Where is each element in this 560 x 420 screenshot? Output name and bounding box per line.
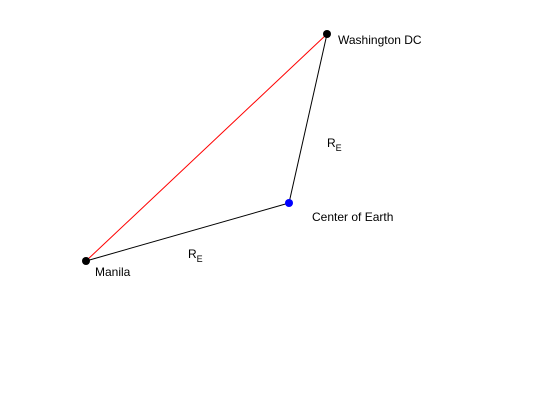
radius-dc-label-subscript: E xyxy=(336,143,342,153)
manila-to-center-radius xyxy=(85,202,290,262)
center-of-earth-point xyxy=(285,199,293,207)
radius-dc-label: RE xyxy=(327,136,342,153)
center-of-earth-label: Center of Earth xyxy=(312,210,393,224)
manila-to-washington-chord xyxy=(85,33,328,262)
manila-point xyxy=(82,257,90,265)
center-to-washington-radius xyxy=(288,33,328,204)
manila-label: Manila xyxy=(95,265,131,279)
radius-manila-label-main: R xyxy=(188,247,197,261)
radius-manila-label: RE xyxy=(188,247,203,264)
radius-manila-label-subscript: E xyxy=(197,254,203,264)
washington-dc-point xyxy=(323,30,331,38)
radius-dc-label-main: R xyxy=(327,136,336,150)
washington-dc-label: Washington DC xyxy=(338,33,422,47)
